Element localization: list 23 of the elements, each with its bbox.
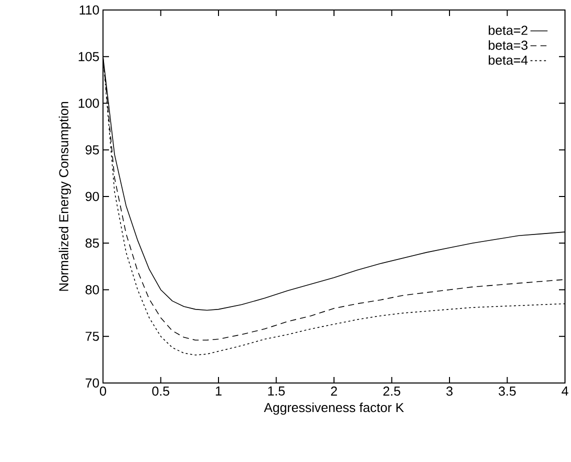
y-tick-label: 75 [86,332,99,341]
x-tick-label: 2 [331,386,337,396]
x-tick-label: 4 [562,386,568,396]
y-tick-label: 90 [86,192,99,202]
x-tick-label: 1 [216,386,222,396]
y-tick-label: 100 [78,98,99,108]
legend-label: beta=3 [488,40,528,50]
y-tick-label: 70 [86,378,99,388]
y-tick-label: 105 [78,52,99,62]
legend-label: beta=4 [488,55,528,65]
x-axis-title: Aggressiveness factor K [264,402,404,415]
y-axis-title: Normalized Energy Consumption [58,102,71,291]
x-tick-label: 0.5 [152,386,170,396]
x-tick-label: 1.5 [268,386,285,396]
x-tick-label: 3 [446,386,453,396]
y-tick-label: 80 [86,285,99,294]
x-tick-label: 2.5 [383,386,400,396]
y-tick-label: 85 [86,238,99,248]
legend-label: beta=2 [488,25,528,35]
x-tick-label: 3.5 [498,386,516,396]
y-tick-label: 110 [80,5,99,15]
x-tick-label: 0 [100,386,106,396]
y-tick-label: 95 [86,145,99,154]
